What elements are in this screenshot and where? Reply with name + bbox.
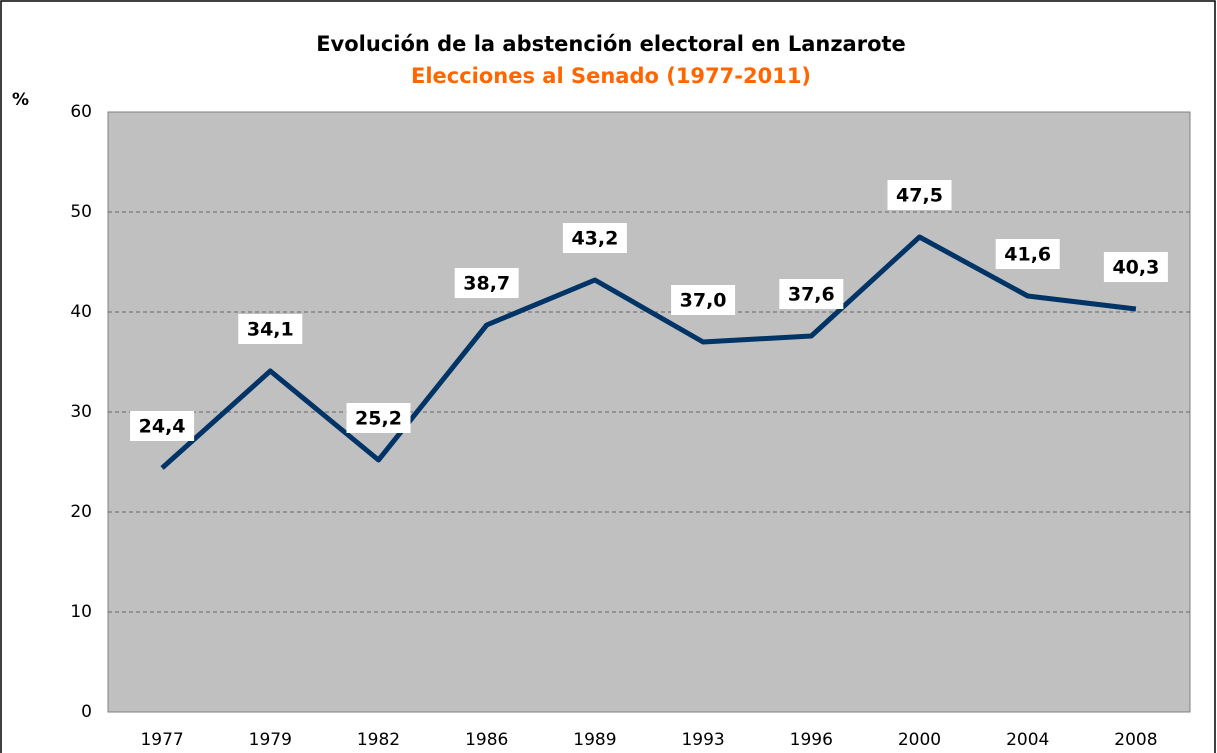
y-axis-label: % [12, 90, 29, 110]
value-label-box [671, 285, 736, 315]
value-label: 47,5 [896, 185, 943, 207]
x-tick-label: 1979 [249, 730, 292, 750]
value-label: 38,7 [463, 273, 510, 295]
x-tick-label: 1977 [140, 730, 183, 750]
value-label: 25,2 [355, 408, 402, 430]
value-label-box [779, 279, 844, 309]
chart-subtitle: Elecciones al Senado (1977-2011) [411, 64, 811, 88]
value-label: 41,6 [1004, 244, 1051, 266]
y-tick-label: 30 [70, 402, 92, 422]
x-tick-label: 1993 [681, 730, 724, 750]
line [160, 234, 1137, 470]
y-tick-label: 50 [70, 202, 92, 222]
y-tick-label: 0 [81, 702, 92, 722]
y-tick-label: 60 [70, 102, 92, 122]
value-label-box [887, 180, 952, 210]
value-label: 37,6 [788, 284, 835, 306]
x-tick-label: 1986 [465, 730, 508, 750]
value-label-box [454, 268, 519, 298]
value-label: 24,4 [139, 416, 186, 438]
value-label: 37,0 [680, 290, 727, 312]
value-label: 40,3 [1112, 257, 1159, 279]
x-tick-label: 2004 [1006, 730, 1049, 750]
value-label-box [238, 314, 303, 344]
value-label: 34,1 [247, 319, 294, 341]
y-tick-label: 10 [70, 602, 92, 622]
x-tick-label: 1982 [357, 730, 400, 750]
value-label: 43,2 [571, 228, 618, 250]
y-tick-label: 20 [70, 502, 92, 522]
value-label-box [562, 223, 627, 253]
x-tick-label: 1989 [573, 730, 616, 750]
value-label-box [1103, 252, 1168, 282]
value-label-box [346, 403, 411, 433]
chart-title: Evolución de la abstención electoral en … [316, 32, 906, 56]
x-tick-label: 2008 [1114, 730, 1157, 750]
x-tick-label: 2000 [898, 730, 941, 750]
x-tick-label: 1996 [790, 730, 833, 750]
value-label-box [995, 239, 1060, 269]
value-label-box [130, 411, 195, 441]
y-tick-label: 40 [70, 302, 92, 322]
